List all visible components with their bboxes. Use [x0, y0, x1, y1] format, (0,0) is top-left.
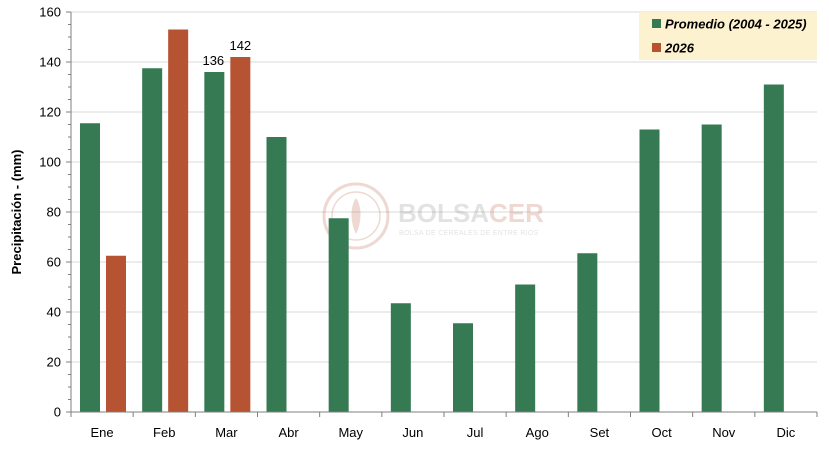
watermark-subtitle: BOLSA DE CEREALES DE ENTRE RIOS — [399, 230, 539, 237]
watermark: BOLSACER BOLSA DE CEREALES DE ENTRE RIOS — [322, 182, 544, 250]
axes — [66, 11, 818, 417]
legend: Promedio (2004 - 2025) 2026 — [639, 12, 817, 60]
x-tick-label-abr: Abr — [278, 425, 299, 440]
x-tick-label-feb: Feb — [153, 425, 175, 440]
watermark-logo — [322, 182, 390, 250]
x-tick-label-may: May — [338, 425, 363, 440]
bar-promedio-dic — [763, 84, 784, 412]
bar-promedio-oct — [639, 129, 660, 412]
legend-label: 2026 — [664, 41, 695, 56]
bars — [80, 29, 784, 412]
legend-swatch — [652, 43, 661, 52]
bar-2026-mar — [230, 57, 251, 412]
legend-swatch — [652, 19, 661, 28]
tick-labels: 0 20 40 60 80 100 120 140 160 Ene Feb Mar Abr May Jun J… — [39, 5, 796, 441]
legend-label: Promedio (2004 - 2025) — [665, 17, 807, 32]
watermark-text: BOLSACER — [398, 198, 544, 228]
x-tick-label-dic: Dic — [777, 425, 796, 440]
x-tick-label-jul: Jul — [467, 425, 484, 440]
bar-promedio-mar — [204, 72, 225, 412]
bar-promedio-feb — [142, 68, 163, 412]
y-tick-label: 20 — [47, 355, 61, 370]
x-tick-label-oct: Oct — [651, 425, 672, 440]
x-tick-label-set: Set — [590, 425, 610, 440]
y-tick-label: 100 — [39, 155, 61, 170]
bar-promedio-jul — [453, 323, 473, 412]
y-tick-label: 40 — [47, 305, 61, 320]
data-label: 136 — [202, 53, 224, 68]
bar-promedio-nov — [701, 124, 722, 412]
bar-2026-ene — [106, 255, 126, 412]
y-axis-title: Precipitación - (mm) — [9, 150, 24, 275]
legend-box — [639, 12, 817, 60]
y-tick-label: 160 — [39, 5, 61, 20]
bar-promedio-set — [577, 253, 598, 412]
data-labels: 136 142 — [202, 38, 251, 68]
x-tick-label-nov: Nov — [712, 425, 736, 440]
bar-promedio-may — [328, 218, 349, 412]
y-tick-label: 140 — [39, 55, 61, 70]
y-tick-label: 60 — [47, 255, 61, 270]
bar-promedio-jun — [390, 303, 411, 412]
bar-promedio-ene — [80, 123, 100, 412]
bar-promedio-abr — [266, 137, 287, 412]
y-tick-label: 120 — [39, 105, 61, 120]
x-tick-label-ago: Ago — [526, 425, 549, 440]
x-tick-label-ene: Ene — [91, 425, 114, 440]
y-tick-label: 80 — [47, 205, 61, 220]
x-tick-label-mar: Mar — [215, 425, 238, 440]
bar-promedio-ago — [515, 284, 536, 412]
y-tick-label: 0 — [54, 405, 61, 420]
x-tick-label-jun: Jun — [402, 425, 423, 440]
gridlines — [71, 11, 817, 363]
bar-2026-feb — [168, 29, 189, 412]
data-label: 142 — [229, 38, 251, 53]
